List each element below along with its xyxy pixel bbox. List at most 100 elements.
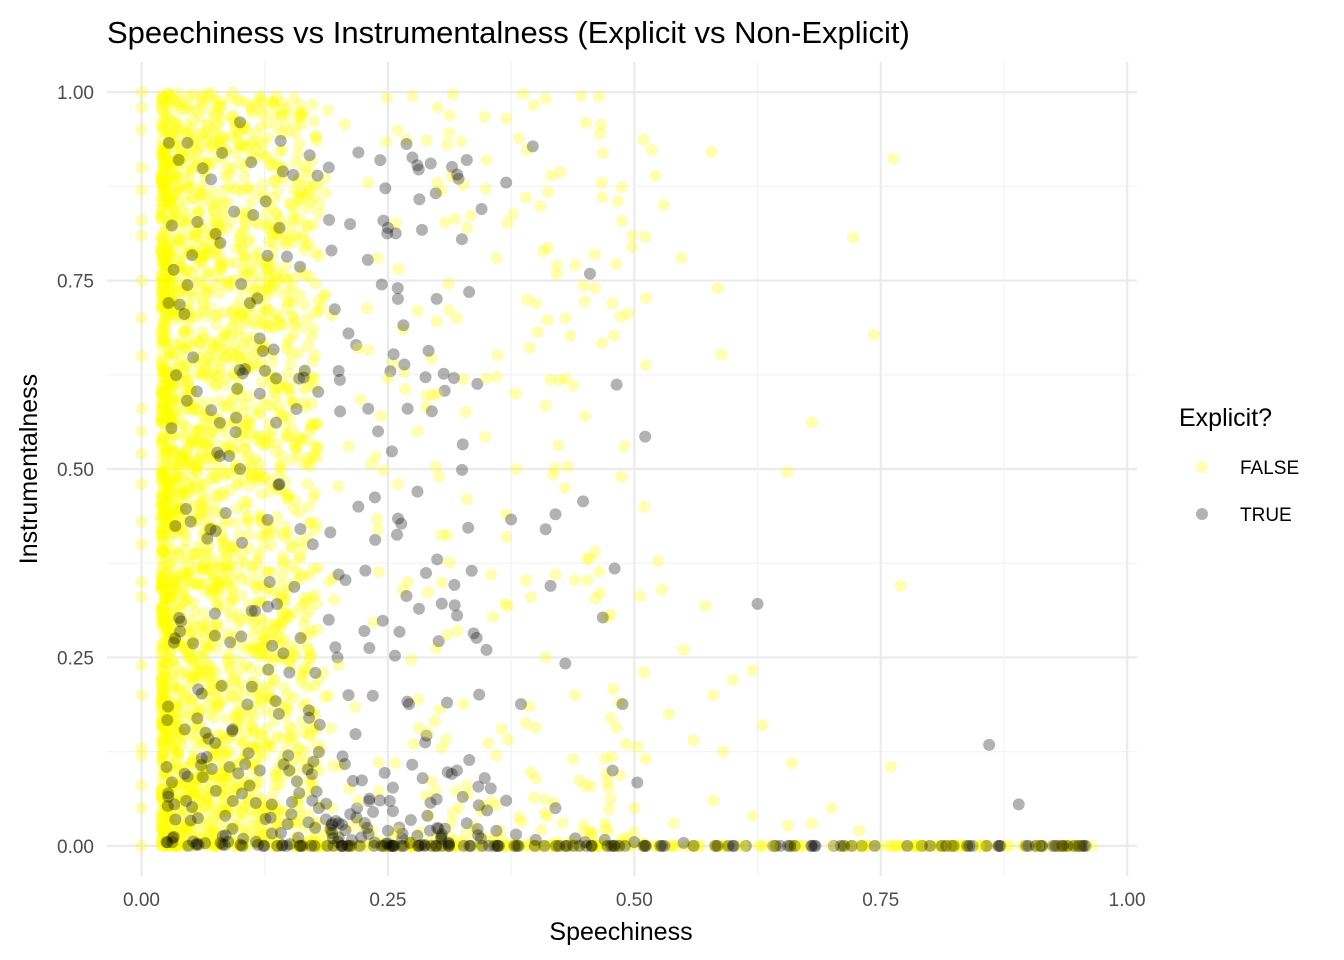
point-true: [263, 576, 276, 589]
point-false: [190, 334, 203, 347]
point-false: [160, 124, 173, 137]
point-true: [419, 371, 432, 384]
point-false: [495, 723, 508, 736]
point-false: [308, 589, 321, 602]
point-false: [193, 110, 206, 123]
point-false: [188, 831, 201, 844]
point-false: [264, 693, 277, 706]
point-false: [322, 689, 335, 702]
point-false: [210, 472, 223, 485]
point-false: [220, 550, 233, 563]
point-true: [463, 285, 476, 298]
point-false: [297, 383, 310, 396]
point-false: [249, 250, 262, 263]
point-false: [611, 195, 624, 208]
point-false: [258, 528, 271, 541]
point-false: [272, 816, 285, 829]
point-true: [294, 523, 307, 536]
point-false: [459, 828, 472, 841]
point-false: [171, 804, 184, 817]
point-false: [135, 515, 148, 528]
point-false: [193, 357, 206, 370]
point-false: [228, 544, 241, 557]
point-false: [156, 638, 169, 651]
point-false: [523, 341, 536, 354]
point-false: [242, 528, 255, 541]
point-true: [677, 836, 690, 849]
point-false: [538, 793, 551, 806]
point-false: [158, 505, 171, 518]
point-false: [257, 629, 270, 642]
point-false: [172, 358, 185, 371]
point-false: [238, 170, 251, 183]
point-false: [219, 342, 232, 355]
point-false: [183, 126, 196, 139]
point-true: [267, 343, 280, 356]
point-false: [155, 269, 168, 282]
point-false: [156, 646, 169, 659]
point-false: [203, 659, 216, 672]
point-false: [262, 282, 275, 295]
point-false: [246, 469, 259, 482]
point-false: [156, 260, 169, 273]
point-false: [259, 285, 272, 298]
point-true: [429, 187, 442, 200]
point-false: [212, 589, 225, 602]
legend-title: Explicit?: [1179, 404, 1272, 432]
point-true: [606, 764, 619, 777]
point-false: [217, 467, 230, 480]
point-false: [158, 202, 171, 215]
point-false: [278, 633, 291, 646]
point-false: [277, 409, 290, 422]
point-false: [159, 224, 172, 237]
point-false: [460, 779, 473, 792]
point-false: [527, 98, 540, 111]
point-false: [478, 110, 491, 123]
point-true: [391, 292, 404, 305]
point-false: [292, 191, 305, 204]
point-false: [303, 166, 316, 179]
point-false: [163, 250, 176, 263]
point-false: [199, 639, 212, 652]
point-false: [245, 137, 258, 150]
point-false: [639, 752, 652, 765]
point-false: [581, 574, 594, 587]
point-false: [282, 492, 295, 505]
point-false: [288, 839, 301, 852]
point-false: [156, 489, 169, 502]
point-false: [214, 367, 227, 380]
point-true: [368, 839, 381, 852]
point-false: [161, 96, 174, 109]
point-false: [155, 817, 168, 830]
point-false: [289, 576, 302, 589]
point-true: [322, 161, 335, 174]
point-false: [239, 317, 252, 330]
point-false: [194, 703, 207, 716]
point-false: [157, 502, 170, 515]
point-false: [274, 577, 287, 590]
point-true: [259, 195, 272, 208]
point-true: [308, 839, 321, 852]
point-false: [172, 722, 185, 735]
point-false: [435, 576, 448, 589]
point-false: [237, 224, 250, 237]
point-true: [322, 613, 335, 626]
point-false: [288, 213, 301, 226]
point-false: [254, 308, 267, 321]
point-false: [332, 658, 345, 671]
point-false: [216, 738, 229, 751]
point-false: [159, 830, 172, 843]
point-false: [509, 387, 522, 400]
point-false: [300, 697, 313, 710]
point-false: [206, 213, 219, 226]
point-false: [256, 317, 269, 330]
point-false: [193, 672, 206, 685]
point-false: [707, 689, 720, 702]
point-true: [205, 404, 218, 417]
point-false: [595, 176, 608, 189]
point-false: [202, 396, 215, 409]
point-true: [456, 438, 469, 451]
point-false: [155, 500, 168, 513]
point-false: [220, 802, 233, 815]
point-false: [198, 618, 211, 631]
